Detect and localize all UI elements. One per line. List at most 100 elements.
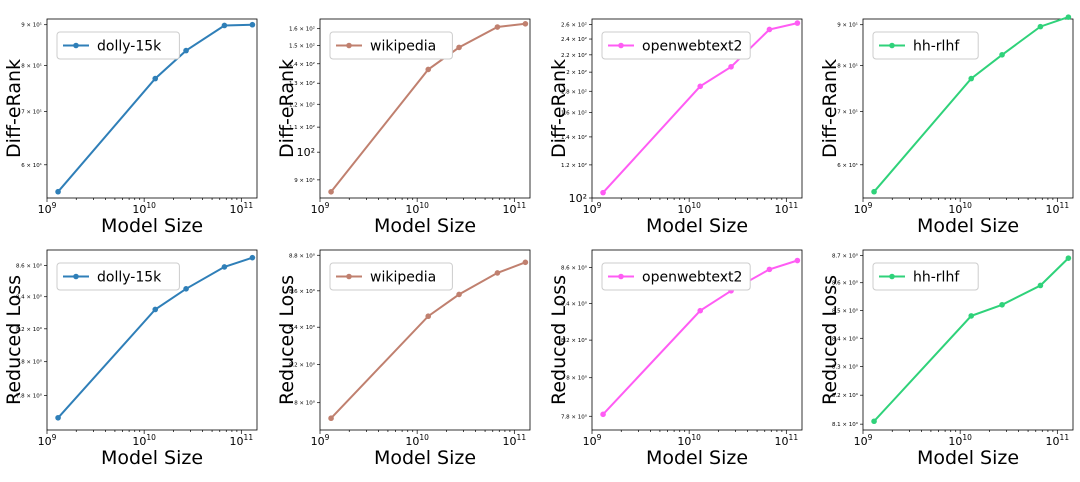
data-point (999, 301, 1005, 308)
y-axis-title: Reduced Loss (548, 275, 570, 405)
y-tick-label: 7 × 10¹ (837, 109, 858, 116)
x-tick-label: 109 (38, 201, 57, 216)
y-axis-title: Reduced Loss (3, 275, 25, 405)
legend-marker (889, 273, 895, 280)
x-tick-label: 1010 (405, 201, 429, 216)
x-tick-label: 1011 (230, 201, 254, 216)
data-point (968, 313, 975, 319)
x-axis-title: Model Size (374, 215, 476, 237)
x-tick-label: 109 (854, 433, 873, 448)
y-tick-label: 8.3 × 10⁰ (832, 364, 859, 371)
data-point (522, 259, 529, 266)
y-axis-title: Diff-eRank (548, 59, 570, 158)
x-tick-label: 1010 (132, 433, 156, 448)
y-tick-label: 8.4 × 10⁰ (832, 335, 859, 342)
x-axis-title: Model Size (101, 215, 203, 237)
data-point (221, 22, 228, 29)
data-point (1037, 282, 1044, 289)
x-tick-label: 1011 (230, 433, 254, 448)
data-point (152, 306, 159, 313)
x-tick-label: 1011 (775, 433, 799, 448)
x-tick-label: 1010 (948, 433, 972, 448)
y-tick-label: 10² (297, 146, 315, 159)
legend-marker (346, 42, 352, 49)
legend-label: hh-rlhf (913, 39, 960, 55)
y-tick-label: 1.3 × 10² (289, 80, 315, 87)
x-axis-title: Model Size (101, 447, 203, 469)
y-tick-label: 2.2 × 10² (561, 52, 587, 59)
y-tick-label: 1.4 × 10² (289, 61, 315, 68)
legend-box (329, 31, 453, 60)
x-tick-label: 109 (38, 433, 57, 448)
axes-frame (46, 249, 258, 431)
y-tick-label: 8.6 × 10⁰ (561, 265, 588, 272)
x-tick-label: 1010 (948, 201, 972, 216)
subplot-1: 109 1010 1011 6 × 10¹ 7 × 10¹ 8 × 10¹ 9 × 10¹ M… (3, 18, 258, 237)
y-tick-label: 8.2 × 10⁰ (832, 392, 859, 399)
axes-frame (319, 18, 531, 199)
y-tick-label: 1.1 × 10² (289, 124, 315, 131)
y-tick-label: 8.6 × 10⁰ (832, 280, 859, 287)
x-tick-label: 1011 (775, 201, 799, 216)
y-tick-label: 8.2 × 10⁰ (561, 337, 588, 344)
data-point (152, 75, 159, 82)
x-tick-label: 1011 (503, 201, 527, 216)
y-tick-label: 8.2 × 10⁰ (16, 326, 43, 333)
y-tick-label: 8.4 × 10⁰ (16, 294, 43, 301)
y-tick-label: 8.7 × 10⁰ (832, 252, 859, 259)
data-point (794, 20, 801, 26)
y-tick-label: 2 × 10² (566, 69, 587, 76)
y-tick-label: 9 × 10¹ (294, 177, 315, 184)
y-axis-title: Reduced Loss (819, 275, 841, 405)
legend: openwebtext2 (601, 31, 751, 60)
y-tick-label: 8.5 × 10⁰ (832, 307, 859, 314)
data-point (766, 266, 773, 273)
legend: dolly-15k (56, 262, 180, 291)
data-point (183, 47, 189, 54)
subplot-3: 109 1010 1011 10² 1.2 × 10² 1.4 × 10² 1.6 × 10… (548, 18, 803, 237)
data-point (425, 66, 432, 73)
x-axis-title: Model Size (646, 447, 748, 469)
data-point (1065, 255, 1072, 261)
subplot-2: 109 1010 1011 9 × 10¹ 10² 1.1 × 10² 1.2 × 10² 1… (276, 18, 531, 237)
legend: openwebtext2 (601, 262, 751, 291)
data-point (456, 291, 462, 298)
y-tick-label: 8 × 10⁰ (21, 359, 43, 366)
y-tick-label: 8.6 × 10⁰ (289, 288, 316, 295)
x-axis-title: Model Size (917, 447, 1019, 469)
y-axis-title: Diff-eRank (3, 59, 25, 158)
axes-frame (862, 249, 1074, 431)
data-point (766, 26, 773, 33)
data-point (999, 51, 1005, 58)
y-tick-label: 8.8 × 10⁰ (289, 252, 316, 259)
y-tick-label: 8 × 10⁰ (294, 400, 316, 407)
y-tick-label: 8.4 × 10⁰ (289, 324, 316, 331)
y-tick-label: 8.4 × 10⁰ (561, 300, 588, 307)
axes-frame (591, 18, 803, 199)
data-point (55, 188, 61, 195)
x-tick-label: 1010 (405, 433, 429, 448)
axes-frame (862, 18, 1074, 199)
data-point (1065, 14, 1072, 20)
legend-label: openwebtext2 (642, 39, 742, 55)
legend-box (601, 262, 751, 291)
x-axis-title: Model Size (374, 447, 476, 469)
y-tick-label: 2.4 × 10² (561, 36, 587, 43)
y-tick-label: 6 × 10¹ (837, 162, 858, 169)
legend-marker (889, 42, 895, 49)
y-tick-label: 1.2 × 10² (561, 162, 587, 169)
legend-label: dolly-15k (97, 270, 162, 286)
subplot-5: 109 1010 1011 7.8 × 10⁰ 8 × 10⁰ 8.2 × 10⁰ 8.4 … (3, 249, 258, 469)
data-point (183, 286, 189, 292)
subplot-8: 109 1010 1011 8.1 × 10⁰ 8.2 × 10⁰ 8.3 × 10⁰ 8.… (819, 249, 1074, 469)
legend-box (56, 262, 180, 291)
y-tick-label: 8.6 × 10⁰ (16, 262, 43, 269)
legend: dolly-15k (56, 31, 180, 60)
y-tick-label: 1.8 × 10² (561, 88, 587, 95)
x-tick-label: 1011 (503, 433, 527, 448)
data-point (871, 188, 877, 195)
y-axis-title: Diff-eRank (276, 59, 298, 158)
y-tick-label: 8 × 10⁰ (566, 375, 588, 382)
data-point (871, 418, 877, 425)
data-point (728, 63, 734, 70)
